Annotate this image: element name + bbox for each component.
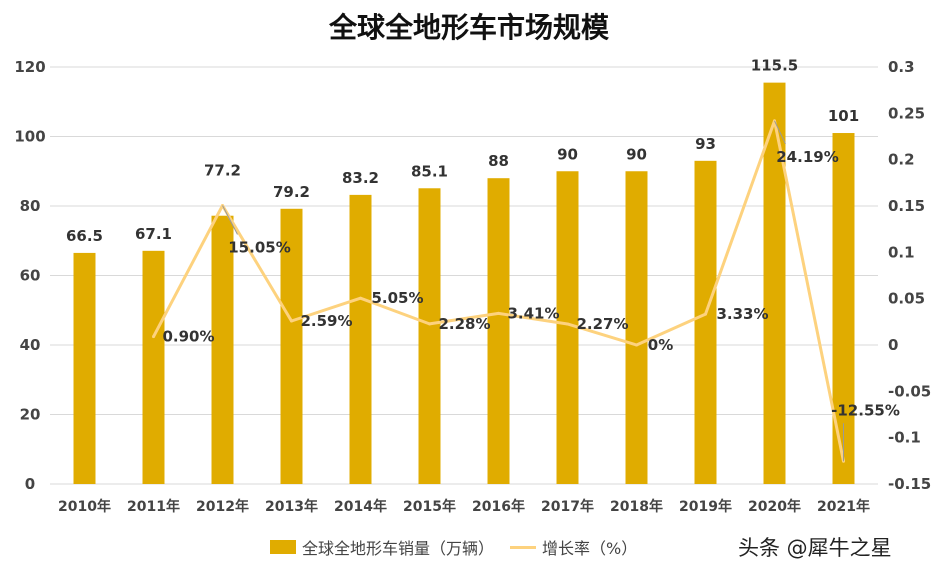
left-tick-label: 40 [20, 336, 41, 354]
bar-value-label: 90 [626, 145, 647, 163]
left-tick-label: 120 [14, 58, 45, 76]
right-tick-label: 0.05 [888, 290, 925, 308]
right-tick-label: -0.1 [888, 429, 921, 447]
bar-value-label: 93 [695, 135, 716, 153]
right-tick-label: 0.25 [888, 104, 925, 122]
bar [349, 194, 372, 484]
growth-label: 2.27% [576, 315, 628, 333]
bar [487, 178, 510, 484]
leader-line [774, 120, 786, 145]
legend-swatch-bar [270, 540, 296, 554]
growth-label: -12.55% [831, 401, 900, 419]
x-tick-label: 2017年 [541, 498, 594, 515]
growth-label: 0.90% [162, 328, 214, 346]
right-tick-label: 0.1 [888, 243, 915, 261]
growth-label: 2.28% [438, 315, 490, 333]
bar [280, 208, 303, 484]
x-tick-label: 2019年 [679, 498, 732, 515]
bar-value-label: 115.5 [751, 57, 798, 75]
left-tick-label: 100 [14, 128, 45, 146]
legend-label-sales: 全球全地形车销量（万辆） [302, 539, 495, 558]
growth-label: 15.05% [228, 239, 290, 257]
x-tick-label: 2011年 [127, 498, 180, 515]
right-tick-label: -0.05 [888, 382, 931, 400]
bar-value-label: 67.1 [135, 225, 172, 243]
bar [763, 82, 786, 484]
x-tick-label: 2021年 [817, 498, 870, 515]
x-tick-label: 2014年 [334, 498, 387, 515]
x-tick-label: 2010年 [58, 498, 111, 515]
right-tick-label: 0.3 [888, 58, 915, 76]
watermark: 头条 @犀牛之星 [738, 536, 892, 560]
growth-point [428, 322, 431, 326]
left-tick-label: 60 [20, 267, 41, 285]
growth-point [290, 319, 293, 323]
x-tick-label: 2016年 [472, 498, 525, 515]
growth-label: 0% [648, 336, 673, 354]
bar [418, 188, 441, 484]
chart-title: 全球全地形车市场规模 [328, 11, 609, 44]
legend-swatch-line [510, 545, 537, 549]
growth-point [497, 311, 500, 315]
legend: 全球全地形车销量（万辆） 增长率（%） [270, 535, 637, 559]
bar-value-label: 90 [557, 145, 578, 163]
x-tick-label: 2015年 [403, 498, 456, 515]
growth-point [359, 296, 362, 300]
growth-point [152, 335, 155, 339]
bar [694, 160, 717, 484]
right-tick-label: 0.2 [888, 151, 915, 169]
growth-label: 5.05% [371, 289, 423, 307]
growth-point [635, 343, 638, 347]
bar [211, 215, 234, 485]
right-tick-label: 0.15 [888, 197, 925, 215]
legend-label-growth: 增长率（%） [542, 539, 638, 558]
right-tick-label: -0.15 [888, 475, 931, 493]
growth-point [566, 322, 569, 326]
bar [556, 171, 579, 484]
x-tick-label: 2018年 [610, 498, 663, 515]
bar-value-label: 101 [828, 107, 859, 125]
left-tick-label: 20 [20, 406, 41, 424]
x-tick-label: 2020年 [748, 498, 801, 515]
bar [832, 133, 855, 484]
growth-label: 3.33% [716, 305, 768, 323]
bar-value-label: 77.2 [204, 162, 241, 180]
bar [73, 252, 96, 484]
growth-label: 3.41% [507, 304, 559, 322]
left-tick-label: 80 [20, 197, 41, 215]
x-tick-label: 2013年 [265, 498, 318, 515]
bar-value-label: 66.5 [66, 227, 103, 245]
bar [142, 250, 165, 484]
growth-label: 2.59% [300, 312, 352, 330]
x-tick-label: 2012年 [196, 498, 249, 515]
growth-point [704, 312, 707, 316]
growth-label: 24.19% [776, 148, 838, 166]
bar-value-label: 88 [488, 152, 509, 170]
bar-value-label: 83.2 [342, 169, 379, 187]
bar-value-label: 85.1 [411, 162, 448, 180]
bar [625, 171, 648, 484]
bar-value-label: 79.2 [273, 183, 310, 201]
left-tick-label: 0 [25, 475, 35, 493]
leader-line [222, 205, 238, 235]
right-tick-label: 0 [888, 336, 898, 354]
